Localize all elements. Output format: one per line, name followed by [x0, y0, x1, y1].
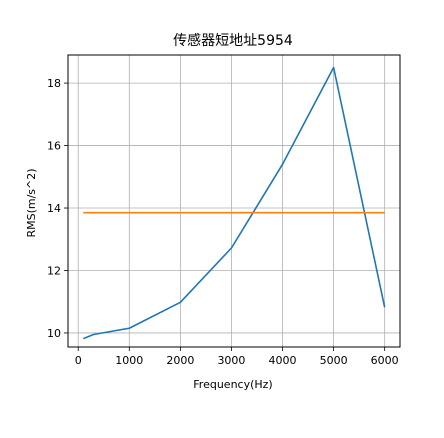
x-tick-label: 6000 — [371, 354, 399, 367]
y-axis: 10 12 14 16 18 — [47, 77, 68, 340]
y-axis-label: RMS(m/s^2) — [25, 168, 38, 237]
series-group — [83, 66, 386, 340]
x-tick-label: 2000 — [166, 354, 194, 367]
y-tick-label: 18 — [47, 77, 61, 90]
x-tick-label: 4000 — [269, 354, 297, 367]
x-tick-label: 0 — [75, 354, 82, 367]
series-line-1 — [83, 66, 386, 340]
x-axis: 0 1000 2000 3000 4000 5000 6000 — [75, 347, 399, 367]
x-tick-label: 1000 — [115, 354, 143, 367]
y-tick-label: 14 — [47, 202, 61, 215]
chart-title: 传感器短地址5954 — [173, 32, 293, 49]
plot-frame — [67, 54, 401, 348]
x-tick-label: 5000 — [320, 354, 348, 367]
y-tick-label: 10 — [47, 327, 61, 340]
y-tick-label: 16 — [47, 140, 61, 153]
grid — [68, 55, 400, 347]
y-tick-label: 12 — [47, 264, 61, 277]
x-axis-label: Frequency(Hz) — [193, 378, 272, 391]
x-tick-label: 3000 — [217, 354, 245, 367]
